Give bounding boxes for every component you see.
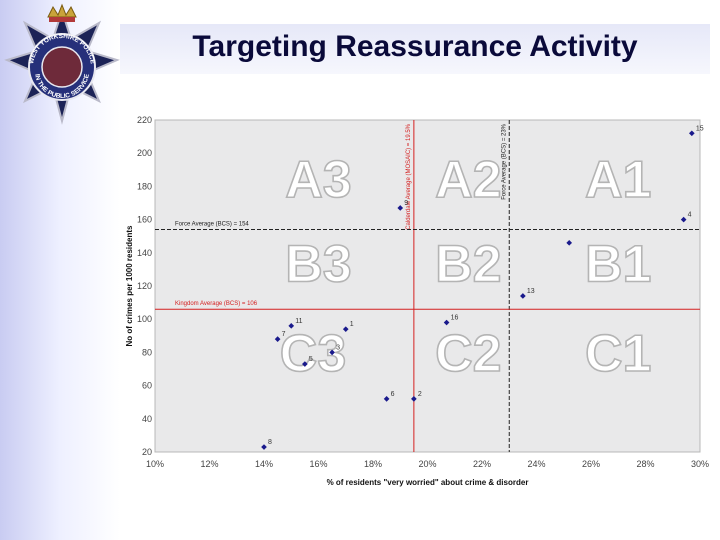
x-tick-label: 28% bbox=[636, 459, 654, 469]
x-tick-label: 24% bbox=[527, 459, 545, 469]
data-point bbox=[261, 444, 267, 450]
y-tick-label: 120 bbox=[137, 281, 152, 291]
police-badge-logo: WEST YORKSHIRE POLICE IN THE PUBLIC SERV… bbox=[4, 3, 120, 125]
data-point bbox=[302, 361, 308, 367]
data-point bbox=[397, 205, 404, 211]
data-point-label: 1 bbox=[350, 321, 354, 328]
y-tick-label: 60 bbox=[142, 381, 152, 391]
zone-label-a2: A2 bbox=[435, 151, 501, 209]
zone-label-c2: C2 bbox=[435, 325, 501, 383]
data-point-label: 5 bbox=[309, 356, 313, 363]
data-point-label: 4 bbox=[688, 212, 692, 219]
data-point bbox=[443, 319, 450, 326]
x-tick-label: 26% bbox=[582, 459, 600, 469]
data-point-label: 3 bbox=[336, 344, 340, 351]
data-point bbox=[411, 396, 417, 402]
data-point bbox=[566, 240, 573, 246]
data-point bbox=[520, 293, 526, 299]
y-tick-label: 140 bbox=[137, 248, 152, 258]
y-axis-title: No of crimes per 1000 residents bbox=[125, 225, 134, 346]
y-tick-label: 100 bbox=[137, 314, 152, 324]
data-point-label: 6 bbox=[391, 391, 395, 398]
data-point-label: 13 bbox=[527, 288, 535, 295]
y-tick-label: 180 bbox=[137, 181, 152, 191]
zone-label-a3: A3 bbox=[285, 151, 351, 209]
reference-line-label: Calderdale Average (MOSAIC) = 19.5% bbox=[406, 123, 412, 229]
data-point bbox=[688, 130, 695, 137]
zone-label-b3: B3 bbox=[285, 235, 351, 293]
data-point-label: 2 bbox=[418, 391, 422, 398]
x-axis-title: % of residents "very worried" about crim… bbox=[327, 478, 529, 487]
reference-line-label: Force Average (BCS) = 154 bbox=[175, 222, 249, 228]
scatter-chart: A3 A2 A1 B3 B2 B1 C3 C2 C1 Calderdale Average (MO… bbox=[125, 115, 709, 487]
y-tick-label: 20 bbox=[142, 447, 152, 457]
data-point-label: 15 bbox=[696, 125, 704, 132]
reference-line-label: Force Average (BCS) = 23% bbox=[501, 123, 507, 199]
slide-title: Targeting Reassurance Activity bbox=[192, 30, 638, 63]
x-tick-label: 12% bbox=[200, 459, 218, 469]
plot-area bbox=[154, 119, 701, 453]
zone-label-a1: A1 bbox=[585, 151, 651, 209]
x-tick-label: 18% bbox=[364, 459, 382, 469]
data-point bbox=[274, 336, 281, 342]
x-tick-label: 22% bbox=[473, 459, 491, 469]
x-tick-label: 14% bbox=[255, 459, 273, 469]
zone-label-c1: C1 bbox=[585, 325, 651, 383]
y-tick-label: 220 bbox=[137, 115, 152, 125]
data-point-label: 7 bbox=[282, 331, 286, 338]
data-point bbox=[288, 323, 295, 329]
y-tick-label: 80 bbox=[142, 347, 152, 357]
reference-line-label: Kingdom Average (BCS) = 106 bbox=[175, 301, 258, 307]
y-tick-label: 160 bbox=[137, 215, 152, 225]
y-tick-label: 200 bbox=[137, 148, 152, 158]
data-point-label: 8 bbox=[268, 439, 272, 446]
zone-label-c3: C3 bbox=[280, 325, 346, 383]
x-tick-label: 20% bbox=[418, 459, 436, 469]
data-point bbox=[329, 349, 335, 356]
data-point bbox=[383, 396, 390, 402]
data-point-label: 16 bbox=[451, 315, 459, 322]
data-point bbox=[342, 326, 349, 332]
x-tick-label: 16% bbox=[309, 459, 327, 469]
data-point-label: 9 bbox=[404, 200, 408, 207]
x-tick-label: 30% bbox=[691, 459, 709, 469]
zone-label-b2: B2 bbox=[435, 235, 501, 293]
zone-label-b1: B1 bbox=[585, 235, 651, 293]
data-point bbox=[680, 216, 687, 223]
y-tick-label: 40 bbox=[142, 414, 152, 424]
x-tick-label: 10% bbox=[146, 459, 164, 469]
title-band bbox=[120, 24, 710, 74]
badge-center bbox=[41, 46, 83, 88]
badge-crown-base bbox=[49, 17, 75, 22]
badge-crown bbox=[47, 3, 77, 18]
data-point-label: 11 bbox=[295, 318, 302, 325]
